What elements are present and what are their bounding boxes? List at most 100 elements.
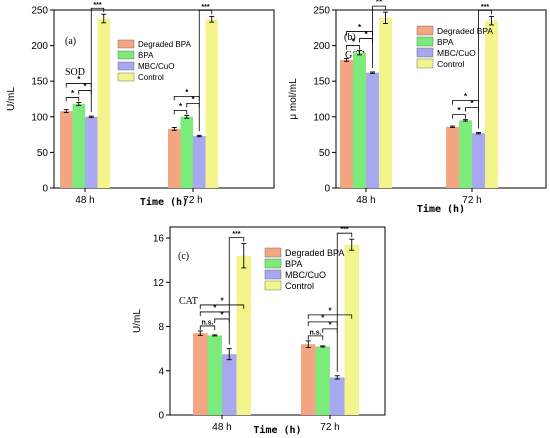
significance-label: *** bbox=[93, 2, 101, 9]
legend-swatch bbox=[264, 258, 282, 269]
significance-bracket bbox=[322, 328, 338, 333]
bar bbox=[180, 116, 193, 188]
significance-bracket bbox=[478, 10, 492, 129]
y-tick-label: 8 bbox=[158, 322, 164, 333]
x-axis-label: Time (h) bbox=[140, 196, 188, 208]
legend-swatch bbox=[117, 61, 135, 71]
legend-label: MBC/CuO bbox=[138, 62, 174, 71]
y-tick-label: 16 bbox=[153, 234, 165, 245]
plot-frame bbox=[53, 9, 275, 189]
panel-inner-label: SOD bbox=[65, 67, 85, 78]
legend-label: MBC/CuO bbox=[285, 270, 326, 280]
significance-bracket bbox=[78, 90, 92, 95]
x-axis-label: Time (h) bbox=[417, 203, 465, 215]
significance-label: * bbox=[364, 30, 368, 39]
significance-label: * bbox=[191, 95, 195, 104]
significance-bracket bbox=[346, 31, 373, 36]
significance-bracket bbox=[359, 38, 373, 43]
legend-label: MBC/CuO bbox=[437, 48, 476, 58]
y-tick-label: 0 bbox=[324, 184, 330, 195]
significance-bracket bbox=[214, 318, 230, 323]
legend-label: Control bbox=[285, 281, 314, 291]
significance-bracket bbox=[336, 232, 353, 372]
significance-bracket bbox=[452, 100, 479, 105]
bar bbox=[330, 377, 345, 415]
bar bbox=[60, 111, 73, 188]
bar bbox=[193, 333, 208, 415]
bar bbox=[207, 335, 222, 415]
significance-label: * bbox=[83, 82, 87, 91]
significance-bracket bbox=[65, 97, 80, 102]
significance-bracket bbox=[173, 95, 200, 101]
significance-bracket bbox=[346, 45, 360, 50]
bar bbox=[168, 128, 181, 188]
bar bbox=[301, 344, 316, 415]
legend-label: BPA bbox=[437, 37, 454, 47]
legend-label: BPA bbox=[285, 259, 302, 269]
bar bbox=[366, 72, 379, 188]
y-tick-label: 100 bbox=[313, 112, 330, 123]
y-tick-label: 100 bbox=[31, 112, 48, 123]
legend-swatch bbox=[416, 25, 434, 36]
legend-label: Control bbox=[138, 73, 164, 82]
significance-label: * bbox=[220, 296, 224, 305]
significance-label: * bbox=[213, 303, 217, 312]
panel-inner-label: CAT bbox=[179, 296, 198, 307]
bar bbox=[353, 52, 366, 188]
significance-bracket bbox=[307, 321, 338, 326]
significance-bracket bbox=[307, 314, 353, 319]
bar bbox=[472, 133, 485, 188]
significance-bracket bbox=[90, 7, 105, 113]
significance-bracket bbox=[65, 83, 92, 88]
significance-label: * bbox=[470, 99, 474, 108]
bar bbox=[205, 19, 218, 189]
x-tick-label: 72 h bbox=[183, 195, 202, 206]
significance-label: * bbox=[321, 313, 325, 322]
legend-label: Degraded BPA bbox=[285, 248, 344, 258]
significance-bracket bbox=[372, 5, 386, 68]
legend-swatch bbox=[117, 39, 135, 49]
y-tick-label: 0 bbox=[42, 184, 48, 195]
significance-label: *** bbox=[481, 4, 489, 11]
bar bbox=[379, 17, 392, 188]
significance-bracket bbox=[199, 325, 216, 330]
plot-frame bbox=[169, 226, 386, 416]
significance-label: ** bbox=[376, 0, 383, 7]
significance-label: * bbox=[220, 310, 224, 319]
significance-label: *** bbox=[232, 231, 240, 238]
bar bbox=[446, 126, 459, 188]
bar bbox=[340, 59, 353, 189]
legend-label: Degraded BPA bbox=[437, 26, 493, 36]
legend-swatch bbox=[117, 72, 135, 82]
significance-label: * bbox=[351, 37, 355, 46]
x-tick-label: 72 h bbox=[320, 422, 339, 433]
legend-swatch bbox=[416, 36, 434, 47]
significance-bracket bbox=[173, 109, 188, 115]
y-tick-label: 12 bbox=[153, 278, 165, 289]
panel-label: (c) bbox=[178, 251, 189, 262]
bar bbox=[236, 255, 251, 415]
bar bbox=[85, 116, 98, 188]
significance-bracket bbox=[452, 114, 466, 119]
significance-bracket bbox=[228, 237, 245, 345]
significance-bracket bbox=[307, 335, 324, 340]
significance-label: * bbox=[464, 92, 468, 101]
significance-bracket bbox=[198, 10, 213, 132]
legend-swatch bbox=[264, 269, 282, 280]
y-tick-label: 50 bbox=[37, 148, 49, 159]
bar bbox=[193, 136, 206, 188]
significance-label: *** bbox=[201, 4, 209, 11]
panel-label: (b) bbox=[344, 32, 356, 43]
x-tick-label: 48 h bbox=[75, 195, 94, 206]
significance-bracket bbox=[199, 311, 230, 316]
significance-label: *** bbox=[340, 227, 348, 234]
significance-label: * bbox=[457, 106, 461, 115]
y-tick-label: 0 bbox=[158, 411, 164, 422]
y-tick-label: 150 bbox=[313, 77, 330, 88]
y-axis-label: μ mol/mL bbox=[288, 78, 299, 120]
